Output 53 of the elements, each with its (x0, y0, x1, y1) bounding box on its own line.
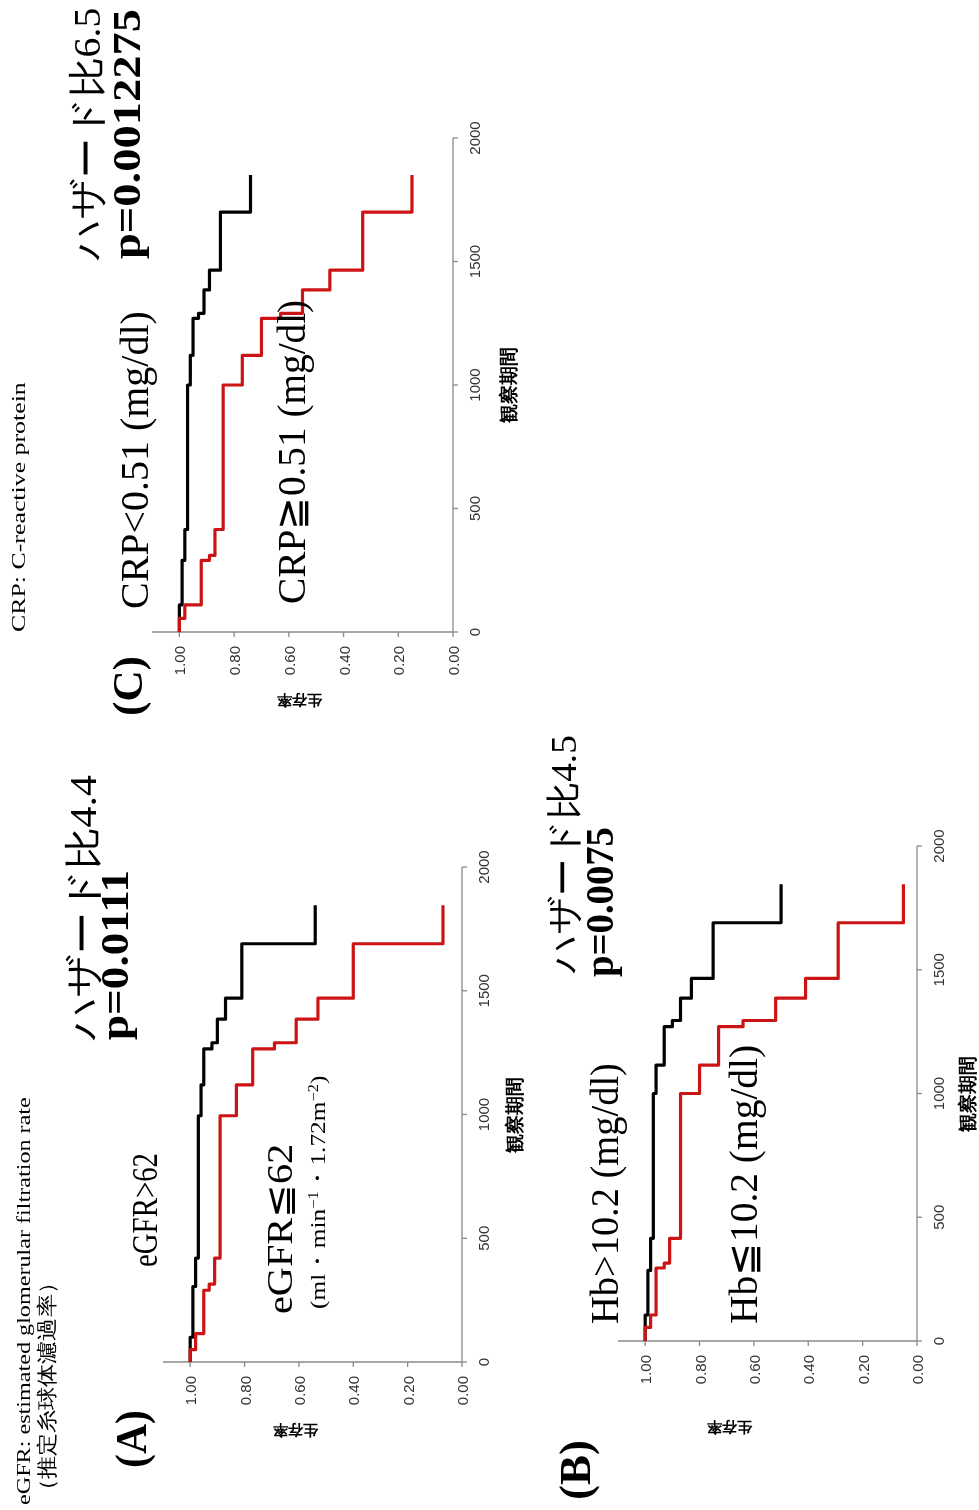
y-tick-label: 500 (475, 1225, 492, 1251)
x-tick-label: 0.40 (335, 646, 353, 676)
y-tick-label: 500 (466, 496, 483, 521)
y-tick-label: 1000 (466, 368, 483, 402)
x-tick-label: 0.60 (290, 1376, 308, 1406)
y-axis-title: 観察期間 (497, 347, 519, 423)
title: (B) (550, 1440, 600, 1500)
y-tick-label: 1500 (930, 953, 947, 987)
y-tick-label: 0 (475, 1357, 492, 1367)
x-tick-label: 0.40 (344, 1376, 362, 1406)
y-tick-label: 1500 (466, 244, 483, 279)
x-axis-title: 生存率 (706, 1418, 752, 1436)
y-tick-label: 2000 (475, 850, 492, 884)
y-tick-label: 0 (466, 627, 483, 637)
x-tick-label: 0.00 (908, 1355, 926, 1385)
y-tick-label: 2000 (930, 829, 947, 863)
series-label: eGFR>62 (125, 1153, 165, 1267)
y-tick-label: 1500 (475, 974, 492, 1008)
annotation: （推定糸球体濾過率） (35, 1271, 59, 1502)
y-axis-title: 観察期間 (956, 1055, 978, 1132)
x-tick-label: 0.20 (854, 1355, 872, 1385)
annotation: eGFR: estimated glomerular filtration rate (13, 1097, 35, 1505)
y-tick-label: 500 (930, 1204, 947, 1230)
y-tick-label: 1000 (930, 1076, 947, 1111)
annotation: ハザード比4.5 (543, 735, 584, 973)
series-label: Hb>10.2 (mg/dl) (582, 1063, 627, 1324)
y-axis-title: 観察期間 (503, 1076, 525, 1153)
x-axis-title: 生存率 (272, 1421, 318, 1439)
x-tick-label: 0.40 (799, 1355, 817, 1385)
title: (C) (104, 656, 151, 716)
series-label: CRP<0.51 (mg/dl) (112, 311, 157, 609)
annotation: ハザード比6.5 (65, 7, 108, 260)
x-tick-label: 0.00 (444, 646, 462, 676)
x-axis-title: 生存率 (276, 691, 322, 709)
x-tick-label: 0.60 (280, 646, 298, 676)
series-label: CRP≧0.51 (mg/dl) (269, 299, 315, 604)
x-tick-label: 0.20 (389, 646, 407, 676)
x-tick-label: 0.60 (745, 1355, 763, 1385)
x-tick-label: 0.80 (225, 646, 243, 676)
x-tick-label: 1.00 (636, 1355, 654, 1385)
y-tick-label: 0 (930, 1336, 947, 1346)
y-tick-label: 2000 (466, 121, 483, 155)
x-tick-label: 1.00 (170, 646, 188, 676)
series-label: eGFR≦62 (259, 1143, 300, 1314)
annotation: CRP: C-reactive protein (8, 382, 30, 632)
y-tick-label: 1000 (475, 1097, 492, 1132)
x-tick-label: 1.00 (181, 1376, 199, 1406)
x-tick-label: 0.80 (691, 1355, 709, 1385)
series-label: Hb≦10.2 (mg/dl) (721, 1044, 767, 1324)
x-tick-label: 0.80 (236, 1376, 254, 1406)
x-tick-label: 0.20 (399, 1376, 417, 1406)
x-tick-label: 0.00 (453, 1376, 471, 1406)
title: (A) (107, 1410, 156, 1468)
